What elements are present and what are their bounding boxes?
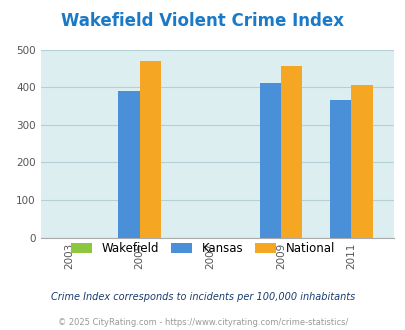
Bar <box>280 66 301 238</box>
Bar <box>329 100 351 238</box>
Bar <box>259 82 280 238</box>
Legend: Wakefield, Kansas, National: Wakefield, Kansas, National <box>66 237 339 260</box>
Text: Crime Index corresponds to incidents per 100,000 inhabitants: Crime Index corresponds to incidents per… <box>51 292 354 302</box>
Text: © 2025 CityRating.com - https://www.cityrating.com/crime-statistics/: © 2025 CityRating.com - https://www.city… <box>58 318 347 327</box>
Bar <box>139 61 160 238</box>
Bar <box>351 85 372 238</box>
Bar <box>118 91 139 238</box>
Text: Wakefield Violent Crime Index: Wakefield Violent Crime Index <box>61 12 344 30</box>
